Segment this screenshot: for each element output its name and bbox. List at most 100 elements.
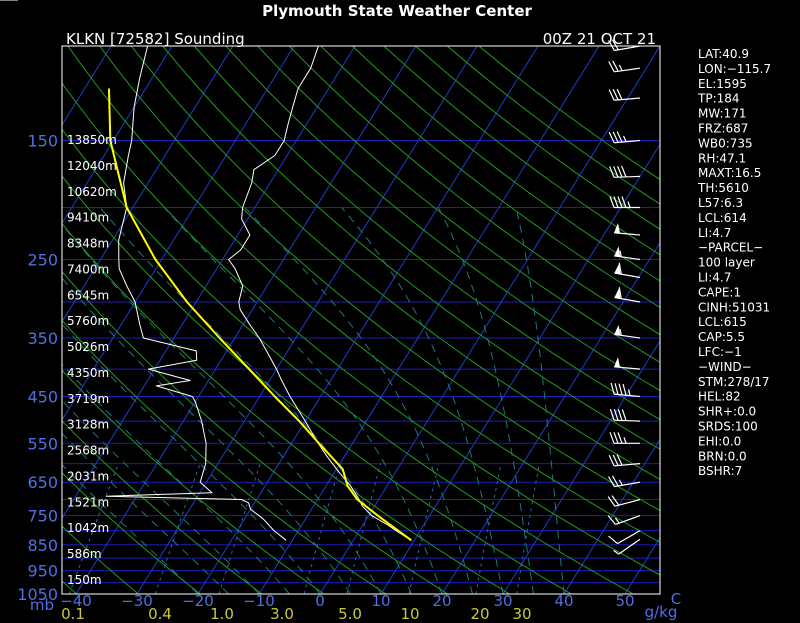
wind-barb xyxy=(608,60,641,73)
mixing-ratio-line xyxy=(516,463,540,594)
wind-barb xyxy=(608,131,641,144)
wind-barb xyxy=(609,165,641,178)
moist-adiabat xyxy=(244,207,473,594)
height-label: 6545m xyxy=(67,288,109,302)
temperature-tick-label: −10 xyxy=(243,592,275,610)
wind-barb xyxy=(608,454,641,467)
pressure-label: 850 xyxy=(27,536,58,555)
temperature-tick-label: −40 xyxy=(60,592,92,610)
pressure-label: 150 xyxy=(27,132,58,151)
mixing-ratio-label: 3.0 xyxy=(270,605,294,623)
wind-barb xyxy=(613,538,641,555)
dry-adiabat xyxy=(99,46,660,512)
moist-adiabat xyxy=(99,207,412,594)
temperature-tick-label: 40 xyxy=(554,592,573,610)
dry-adiabat xyxy=(194,46,660,421)
isotherm-line xyxy=(62,46,234,323)
dry-adiabat xyxy=(62,128,634,594)
height-label: 586m xyxy=(67,547,102,561)
dry-adiabat xyxy=(62,319,387,594)
thermo-grid xyxy=(62,46,660,594)
height-label: 2568m xyxy=(67,444,109,458)
temperature-tick-label: 0 xyxy=(315,592,325,610)
wind-barb xyxy=(614,357,641,370)
wind-barb xyxy=(614,262,641,279)
height-label: 12040m xyxy=(67,159,117,173)
stat-line: −PARCEL− xyxy=(698,241,763,255)
moist-adiabat xyxy=(62,277,351,594)
stat-line: L57:6.3 xyxy=(698,196,743,210)
stat-line: LCL:614 xyxy=(698,211,747,225)
dry-adiabat xyxy=(352,46,660,282)
stat-line: BRN:0.0 xyxy=(698,449,747,463)
height-label: 7400m xyxy=(67,262,109,276)
isotherm-line xyxy=(62,46,173,225)
dry-adiabat xyxy=(62,420,263,594)
stat-line: CAPE:1 xyxy=(698,285,741,299)
dry-adiabat xyxy=(62,222,510,594)
pressure-label: 750 xyxy=(27,507,58,526)
temperature-trace xyxy=(228,46,412,541)
moist-adiabat xyxy=(62,432,229,594)
height-label: 8348m xyxy=(67,237,109,251)
stat-line: TH:5610 xyxy=(697,181,749,195)
mixing-ratio-line xyxy=(218,463,261,594)
height-label: 150m xyxy=(67,573,102,587)
temperature-tick-label: 30 xyxy=(493,592,512,610)
mixing-ratio-label: 30 xyxy=(512,605,531,623)
stat-line: STM:278/17 xyxy=(698,375,770,389)
moist-adiabat xyxy=(515,207,565,594)
stat-line: WB0:735 xyxy=(698,136,753,150)
temperature-tick-label: 20 xyxy=(432,592,451,610)
moist-adiabat xyxy=(62,464,199,594)
mixing-ratio-label: 5.0 xyxy=(338,605,362,623)
mixing-ratio-line xyxy=(346,463,382,594)
station-header: KLKN [72582] Sounding xyxy=(66,30,245,48)
stat-line: FRZ:687 xyxy=(698,122,748,136)
wind-barb xyxy=(607,495,641,507)
page-title: Plymouth State Weather Center xyxy=(262,2,532,20)
moist-adiabat xyxy=(163,207,443,594)
mixing-ratio-label: 20 xyxy=(470,605,489,623)
dry-adiabat xyxy=(62,175,572,594)
pressure-label: 950 xyxy=(27,562,58,581)
isotherm-line xyxy=(502,340,660,594)
pressure-labels: 150 250 350 450 550 650 750 850 950 1050 xyxy=(17,132,58,605)
dry-adiabat xyxy=(62,472,201,594)
moist-adiabat xyxy=(62,323,321,594)
mixing-ratio-line xyxy=(475,463,502,594)
mixing-ratio-unit: g/kg xyxy=(645,603,678,621)
stat-line: CINH:51031 xyxy=(698,300,770,314)
mixing-ratio-line xyxy=(303,463,341,594)
isotherm-line xyxy=(62,46,295,421)
height-label: 4350m xyxy=(67,366,109,380)
dry-adiabat xyxy=(62,525,139,594)
height-labels: 13850m 12040m 10620m 9410m 8348m 7400m 6545m 57… xyxy=(67,133,117,587)
stat-line: BSHR:7 xyxy=(698,464,742,478)
stat-line: EL:1595 xyxy=(698,77,747,91)
height-label: 1042m xyxy=(67,521,109,535)
wind-barb xyxy=(614,324,641,339)
mixing-ratio-label: 0.4 xyxy=(148,605,172,623)
dry-adiabat xyxy=(162,46,660,450)
pressure-unit: mb xyxy=(30,596,54,614)
pressure-label: 550 xyxy=(27,434,58,453)
temperature-unit: C xyxy=(671,590,681,608)
wind-barb xyxy=(608,88,641,101)
mixing-ratio-labels: 0.1 0.4 1.0 3.0 5.0 10 20 30 xyxy=(61,605,531,623)
wind-barbs xyxy=(0,0,641,555)
temperature-axis-labels: −40 −30 −20 −10 0 10 20 30 40 50 xyxy=(60,592,634,610)
height-label: 1521m xyxy=(67,495,109,509)
mixing-ratio-line xyxy=(408,463,440,594)
stat-line: EHI:0.0 xyxy=(698,434,741,448)
plot-frame xyxy=(61,45,661,595)
wind-barb xyxy=(614,246,641,261)
isotherm-line xyxy=(258,46,600,594)
time-header: 00Z 21 OCT 21 xyxy=(543,30,656,48)
dry-adiabat xyxy=(225,46,660,392)
height-label: 3719m xyxy=(67,392,109,406)
stat-line: LFC:−1 xyxy=(698,345,742,359)
pressure-label: 350 xyxy=(27,329,58,348)
stat-line: LCL:615 xyxy=(698,315,747,329)
moist-adiabat xyxy=(62,399,260,594)
